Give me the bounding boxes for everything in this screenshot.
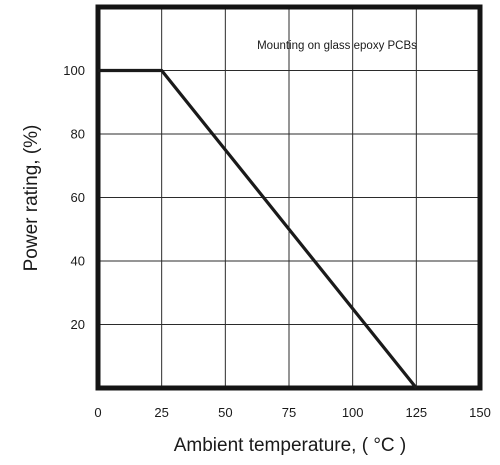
y-tick-label: 100 <box>63 63 85 78</box>
x-tick-label: 100 <box>342 405 364 420</box>
x-tick-label: 125 <box>405 405 427 420</box>
x-axis-title: Ambient temperature, ( °C ) <box>174 435 407 456</box>
x-tick-label: 25 <box>154 405 168 420</box>
x-tick-labels: 0 25 50 75 100 125 150 <box>94 405 490 420</box>
y-tick-labels: 20 40 60 80 100 <box>63 63 85 332</box>
grid <box>98 7 480 388</box>
plot-border <box>95 4 483 391</box>
derating-curve <box>98 68 418 390</box>
plot-frame <box>95 4 483 391</box>
x-tick-label: 50 <box>218 405 232 420</box>
x-tick-label: 150 <box>469 405 491 420</box>
y-tick-label: 80 <box>71 127 85 142</box>
y-axis-title: Power rating, (%) <box>21 125 42 272</box>
series-lines <box>98 68 418 390</box>
y-tick-label: 20 <box>71 317 85 332</box>
y-tick-label: 40 <box>71 254 85 269</box>
x-tick-label: 75 <box>282 405 296 420</box>
y-tick-label: 60 <box>71 190 85 205</box>
chart-annotation: Mounting on glass epoxy PCBs <box>257 40 417 52</box>
x-tick-label: 0 <box>94 405 101 420</box>
